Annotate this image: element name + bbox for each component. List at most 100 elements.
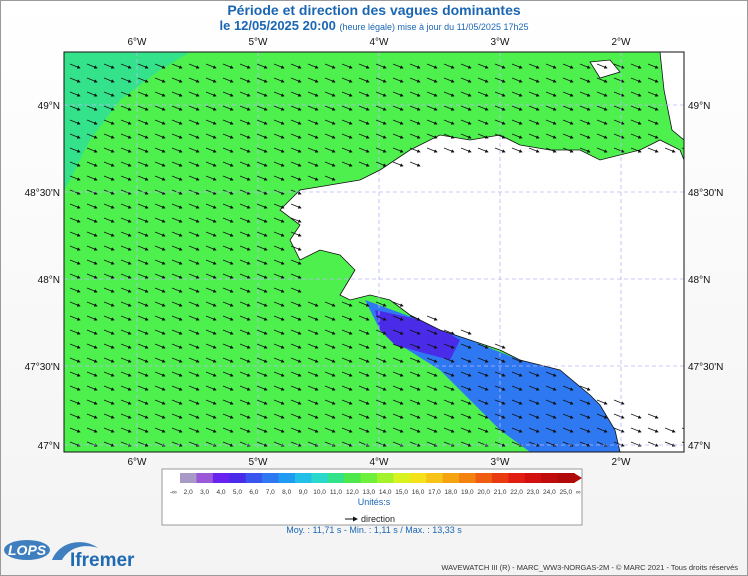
lat-label-left: 48°30'N [25,188,60,199]
direction-arrow [120,133,132,139]
direction-arrow [596,133,608,139]
scale-tick-label: 6,0 [249,489,258,496]
direction-arrow [460,329,472,335]
direction-arrow [188,343,200,349]
direction-arrow [273,245,285,251]
direction-arrow [86,245,98,251]
direction-arrow [443,413,455,419]
direction-arrow [443,77,455,83]
scale-color-swatch [229,473,247,483]
direction-arrow [273,371,285,377]
wave-direction-arrows [69,63,684,447]
direction-arrow [579,147,591,153]
direction-arrow [307,91,319,97]
direction-arrow [205,119,217,125]
direction-arrow [324,77,336,83]
direction-arrow [545,77,557,83]
direction-arrow [154,259,166,265]
direction-arrow [426,399,438,405]
direction-arrow [137,315,149,321]
direction-arrow [324,91,336,97]
direction-arrow [239,203,251,209]
direction-arrow [528,371,540,377]
direction-arrow [239,329,251,335]
direction-arrow [171,63,183,69]
direction-arrow [596,63,608,69]
direction-arrow [171,77,183,83]
scale-color-swatch [311,473,329,483]
direction-arrow [256,441,268,447]
direction-arrow [86,119,98,125]
scale-tick-label: 25,0 [559,489,572,496]
direction-arrow [120,399,132,405]
scale-tick-label: 24,0 [543,489,556,496]
direction-arrow [324,329,336,335]
direction-arrow [613,413,625,419]
direction-arrow [103,427,115,433]
scale-tick-label: 19,0 [461,489,474,496]
lon-label-bottom: 3°W [491,457,511,468]
direction-arrow [69,77,81,83]
direction-arrow [647,105,659,111]
direction-arrow [171,105,183,111]
scale-color-swatch [426,473,444,483]
direction-arrow [630,77,642,83]
direction-arrow [256,147,268,153]
direction-arrow [460,413,472,419]
direction-arrow [86,301,98,307]
direction-arrow [273,329,285,335]
direction-arrow [358,63,370,69]
direction-arrow [443,371,455,377]
direction-arrow [443,133,455,139]
scale-color-swatch [475,473,493,483]
direction-arrow [477,357,489,363]
direction-arrow [562,91,574,97]
direction-arrow [341,105,353,111]
period-scale-ticks: 2,0 3,0 4,0 5,0 6,0 7,0 8,0 9,0 10,0 11,0 12,0 13,0… [184,489,573,496]
direction-arrow [239,287,251,293]
direction-arrow [273,105,285,111]
lat-label-right: 47°N [688,441,710,452]
direction-arrow [477,371,489,377]
direction-arrow [562,147,574,153]
direction-arrow [171,175,183,181]
direction-arrow [392,63,404,69]
direction-arrow [460,385,472,391]
direction-arrow [528,133,540,139]
lat-label-right: 48°N [688,275,710,286]
direction-arrow [341,301,353,307]
direction-arrow [647,133,659,139]
direction-arrow [562,77,574,83]
direction-arrow [511,371,523,377]
direction-arrow [222,273,234,279]
direction-arrow [477,63,489,69]
direction-arrow [613,441,625,447]
direction-arrow [205,133,217,139]
direction-arrow [630,147,642,153]
direction-arrow [86,399,98,405]
direction-arrow [188,147,200,153]
lon-label-top: 6°W [128,37,148,48]
direction-arrow [477,399,489,405]
direction-arrow [290,413,302,419]
direction-arrow [273,63,285,69]
direction-arrow [120,357,132,363]
direction-arrow [273,175,285,181]
direction-arrow [562,133,574,139]
direction-arrow [426,91,438,97]
direction-arrow [341,63,353,69]
offshore-period-field [64,52,190,190]
direction-arrow [426,133,438,139]
direction-arrow [120,329,132,335]
direction-arrow [256,371,268,377]
direction-arrow [222,91,234,97]
direction-arrow [443,119,455,125]
direction-arrow [239,161,251,167]
direction-arrow [460,371,472,377]
direction-arrow [647,77,659,83]
direction-arrow [86,203,98,209]
direction-arrow [375,399,387,405]
scale-tick-label: 8,0 [282,489,291,496]
direction-arrow [239,147,251,153]
direction-arrow [137,217,149,223]
